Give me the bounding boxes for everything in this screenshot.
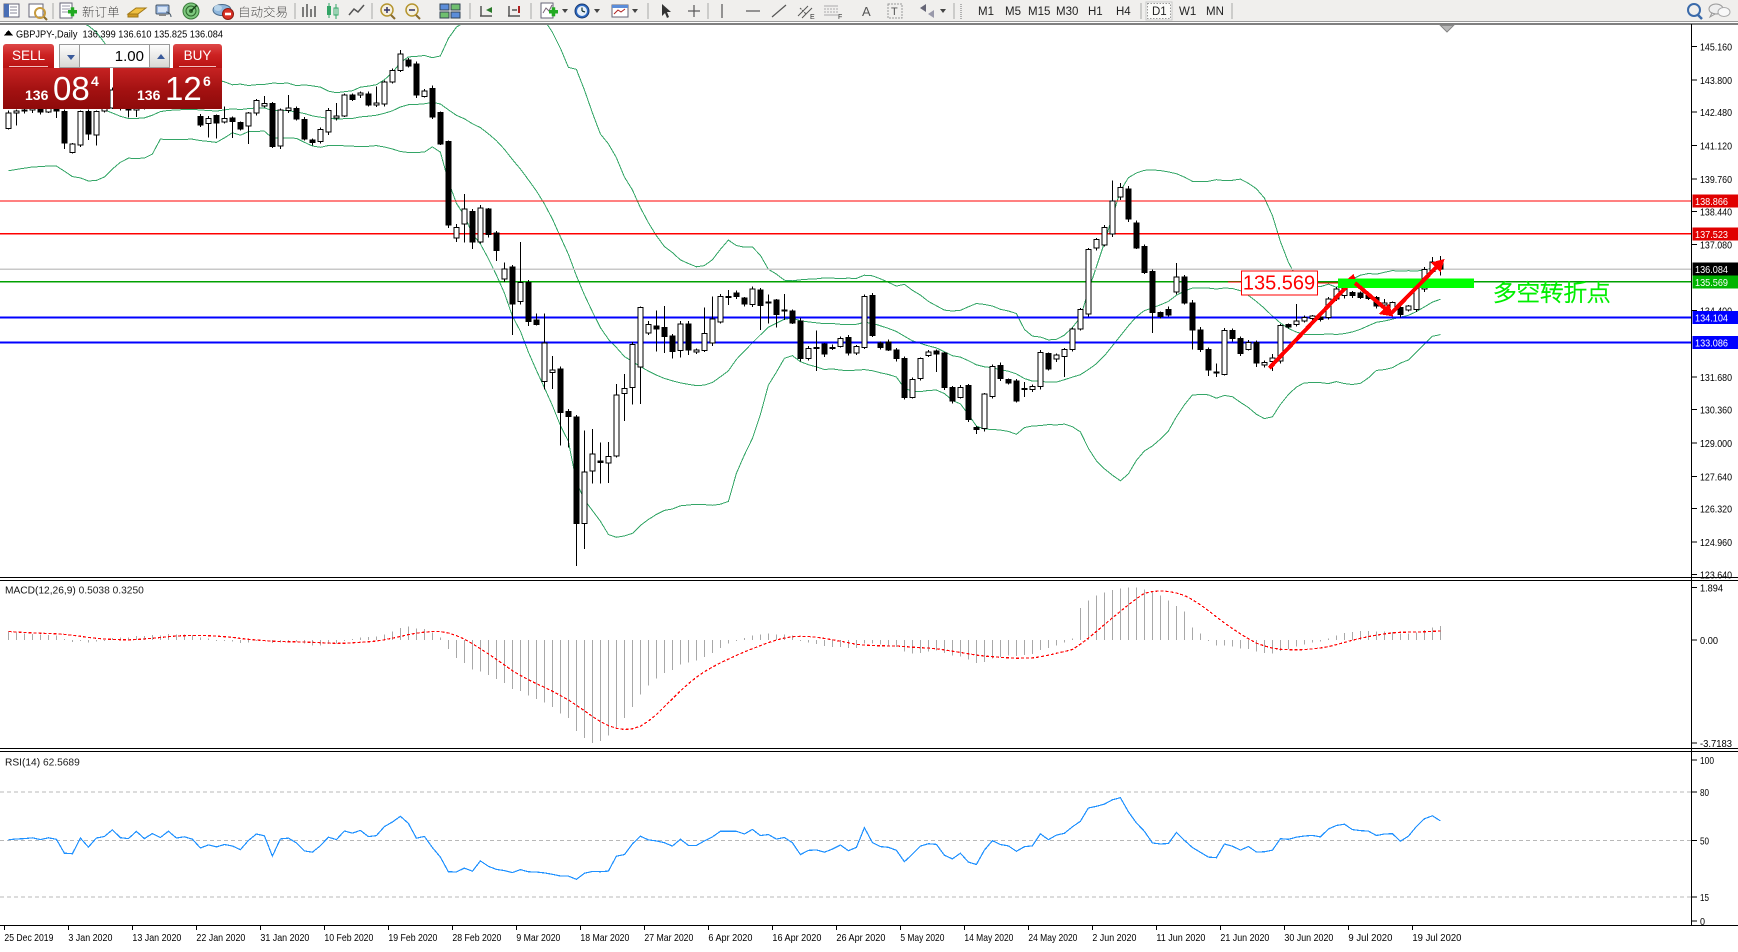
- svg-text:100: 100: [1700, 755, 1714, 767]
- svg-text:143.800: 143.800: [1700, 75, 1732, 87]
- svg-text:GBPJPY-,Daily 136.399 136.610: GBPJPY-,Daily 136.399 136.610 135.825 13…: [16, 29, 223, 41]
- svg-text:50: 50: [1700, 836, 1709, 848]
- svg-text:124.960: 124.960: [1700, 537, 1732, 549]
- svg-text:9 Mar 2020: 9 Mar 2020: [516, 932, 560, 944]
- svg-text:30 Jun 2020: 30 Jun 2020: [1284, 932, 1333, 944]
- svg-text:16 Apr 2020: 16 Apr 2020: [772, 932, 821, 944]
- svg-text:E: E: [810, 14, 815, 21]
- svg-text:134.104: 134.104: [1695, 313, 1728, 325]
- svg-text:MACD(12,26,9) 0.5038 0.3250: MACD(12,26,9) 0.5038 0.3250: [5, 586, 144, 597]
- svg-text:0.00: 0.00: [1700, 635, 1718, 647]
- svg-text:80: 80: [1700, 787, 1709, 799]
- svg-text:138.866: 138.866: [1695, 196, 1728, 208]
- svg-text:137.080: 137.080: [1700, 240, 1732, 252]
- svg-text:133.086: 133.086: [1695, 338, 1728, 350]
- svg-text:19 Feb 2020: 19 Feb 2020: [388, 932, 437, 944]
- svg-text:31 Jan 2020: 31 Jan 2020: [260, 932, 309, 944]
- svg-text:5 May 2020: 5 May 2020: [900, 932, 944, 944]
- svg-text:14 May 2020: 14 May 2020: [964, 932, 1013, 944]
- svg-text:M5: M5: [1005, 6, 1021, 18]
- svg-text:24 May 2020: 24 May 2020: [1028, 932, 1077, 944]
- svg-text:137.523: 137.523: [1695, 229, 1728, 241]
- svg-text:H4: H4: [1116, 6, 1131, 18]
- svg-text:0: 0: [1700, 916, 1705, 928]
- svg-text:H1: H1: [1088, 6, 1103, 18]
- svg-text:27 Mar 2020: 27 Mar 2020: [644, 932, 693, 944]
- svg-text:-3.7183: -3.7183: [1700, 738, 1732, 750]
- svg-text:3 Jan 2020: 3 Jan 2020: [68, 932, 112, 944]
- svg-text:M1: M1: [978, 6, 994, 18]
- svg-text:1.894: 1.894: [1700, 583, 1723, 595]
- svg-text:22 Jan 2020: 22 Jan 2020: [196, 932, 245, 944]
- svg-text:21 Jun 2020: 21 Jun 2020: [1220, 932, 1269, 944]
- svg-text:145.160: 145.160: [1700, 41, 1732, 53]
- svg-text:123.640: 123.640: [1700, 570, 1732, 582]
- svg-text:W1: W1: [1179, 6, 1196, 18]
- svg-text:6 Apr 2020: 6 Apr 2020: [708, 932, 752, 944]
- svg-text:10 Feb 2020: 10 Feb 2020: [324, 932, 373, 944]
- svg-text:129.000: 129.000: [1700, 438, 1732, 450]
- svg-text:A: A: [862, 4, 871, 19]
- svg-text:138.440: 138.440: [1700, 206, 1732, 218]
- svg-text:15: 15: [1700, 892, 1709, 904]
- svg-text:MN: MN: [1206, 6, 1224, 18]
- svg-text:135.569: 135.569: [1695, 277, 1728, 289]
- svg-text:28 Feb 2020: 28 Feb 2020: [452, 932, 501, 944]
- svg-text:139.760: 139.760: [1700, 174, 1732, 186]
- svg-text:126.320: 126.320: [1700, 504, 1732, 516]
- svg-text:26 Apr 2020: 26 Apr 2020: [836, 932, 885, 944]
- svg-text:131.680: 131.680: [1700, 372, 1732, 384]
- svg-text:9 Jul 2020: 9 Jul 2020: [1348, 932, 1392, 944]
- svg-text:RSI(14) 62.5689: RSI(14) 62.5689: [5, 758, 80, 769]
- svg-text:2 Jun 2020: 2 Jun 2020: [1092, 932, 1136, 944]
- svg-text:136.084: 136.084: [1695, 264, 1728, 276]
- svg-text:F: F: [838, 14, 842, 21]
- svg-text:19 Jul 2020: 19 Jul 2020: [1412, 932, 1461, 944]
- svg-text:127.640: 127.640: [1700, 471, 1732, 483]
- svg-text:142.480: 142.480: [1700, 107, 1732, 119]
- svg-text:D1: D1: [1152, 6, 1167, 18]
- svg-text:M30: M30: [1056, 6, 1078, 18]
- svg-text:135.569: 135.569: [1243, 273, 1315, 295]
- svg-text:25 Dec 2019: 25 Dec 2019: [4, 932, 53, 944]
- svg-text:11 Jun 2020: 11 Jun 2020: [1156, 932, 1205, 944]
- svg-text:18 Mar 2020: 18 Mar 2020: [580, 932, 629, 944]
- svg-text:130.360: 130.360: [1700, 405, 1732, 417]
- svg-text:T: T: [891, 6, 898, 18]
- svg-text:141.120: 141.120: [1700, 141, 1732, 153]
- svg-text:13 Jan 2020: 13 Jan 2020: [132, 932, 181, 944]
- svg-text:M15: M15: [1028, 6, 1050, 18]
